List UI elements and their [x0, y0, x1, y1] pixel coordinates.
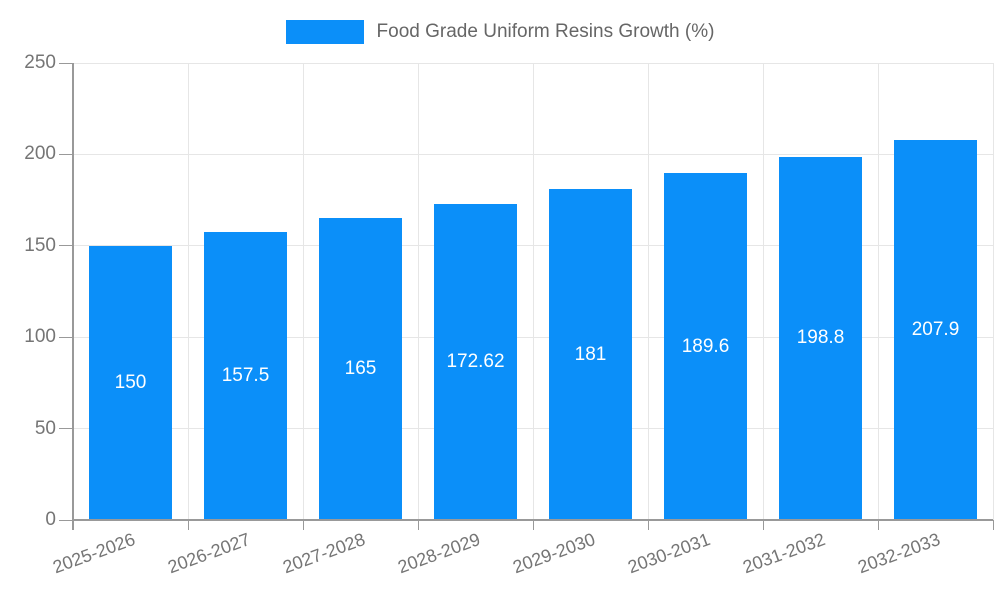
- bar-value-label: 172.62: [446, 351, 505, 373]
- y-axis-tick-label: 200: [24, 143, 56, 165]
- bar-2027-2028[interactable]: [319, 218, 402, 519]
- bar-2032-2033[interactable]: [894, 139, 977, 519]
- x-axis-tick: [992, 520, 994, 530]
- x-gridline: [992, 63, 994, 520]
- y-axis-line: [72, 63, 74, 530]
- x-gridline: [762, 63, 764, 520]
- x-gridline: [647, 63, 649, 520]
- x-gridline: [877, 63, 879, 520]
- x-gridline: [417, 63, 419, 520]
- bar-value-label: 189.6: [681, 335, 730, 357]
- y-axis-tick: [59, 428, 73, 430]
- y-axis-tick: [59, 245, 73, 247]
- bar-2028-2029[interactable]: [434, 204, 517, 519]
- y-axis-tick: [59, 519, 73, 521]
- x-axis-tick: [647, 520, 649, 530]
- bar-value-label: 198.8: [796, 327, 845, 349]
- y-axis-tick-label: 50: [34, 417, 56, 439]
- x-axis-tick: [877, 520, 879, 530]
- x-gridline: [532, 63, 534, 520]
- x-gridline: [187, 63, 189, 520]
- x-axis-tick: [187, 520, 189, 530]
- y-axis-tick-label: 150: [24, 234, 56, 256]
- y-axis-tick-label: 0: [45, 509, 56, 530]
- bar-2029-2030[interactable]: [549, 189, 632, 519]
- bar-value-label: 150: [114, 371, 147, 393]
- x-axis-tick: [302, 520, 304, 530]
- y-axis-tick: [59, 62, 73, 64]
- x-gridline: [302, 63, 304, 520]
- bar-2030-2031[interactable]: [664, 173, 747, 519]
- bar-value-label: 165: [344, 358, 377, 380]
- legend-item[interactable]: Food Grade Uniform Resins Growth (%): [0, 20, 1000, 44]
- x-axis-tick: [762, 520, 764, 530]
- legend-label: Food Grade Uniform Resins Growth (%): [376, 21, 715, 42]
- bar-value-label: 157.5: [221, 365, 270, 387]
- x-axis-tick: [532, 520, 534, 530]
- legend-swatch-icon: [285, 20, 364, 44]
- y-axis-tick-label: 100: [24, 326, 56, 348]
- y-axis-tick-label: 250: [24, 52, 56, 73]
- bar-value-label: 181: [574, 343, 607, 365]
- y-axis-tick: [59, 153, 73, 155]
- bar-value-label: 207.9: [911, 318, 960, 340]
- bar-2025-2026[interactable]: [89, 245, 172, 519]
- x-axis-tick: [417, 520, 419, 530]
- x-axis-line: [73, 519, 993, 521]
- y-axis-tick: [59, 336, 73, 338]
- bar-2031-2032[interactable]: [779, 156, 862, 519]
- bar-2026-2027[interactable]: [204, 232, 287, 519]
